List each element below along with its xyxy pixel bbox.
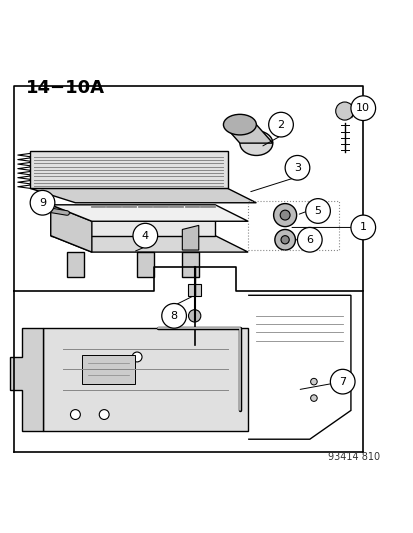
Polygon shape <box>51 205 247 221</box>
Polygon shape <box>67 252 83 277</box>
Bar <box>247 201 338 250</box>
Polygon shape <box>182 225 198 250</box>
Circle shape <box>350 215 375 240</box>
Circle shape <box>30 190 55 215</box>
Text: 6: 6 <box>306 235 313 245</box>
Text: 7: 7 <box>338 377 345 386</box>
Polygon shape <box>9 328 43 431</box>
Polygon shape <box>51 205 215 236</box>
Text: 3: 3 <box>293 163 300 173</box>
Polygon shape <box>30 188 256 203</box>
Circle shape <box>268 112 293 137</box>
Circle shape <box>330 369 354 394</box>
Circle shape <box>310 395 316 401</box>
Polygon shape <box>30 151 227 188</box>
Text: 5: 5 <box>314 206 321 216</box>
Text: 4: 4 <box>141 231 149 241</box>
Text: 14−10A: 14−10A <box>26 79 105 98</box>
FancyBboxPatch shape <box>187 284 200 296</box>
Circle shape <box>188 310 200 322</box>
Circle shape <box>285 156 309 180</box>
Text: 10: 10 <box>356 103 369 113</box>
Polygon shape <box>223 125 272 143</box>
Circle shape <box>280 210 290 220</box>
Polygon shape <box>43 328 247 431</box>
Ellipse shape <box>239 131 272 156</box>
Text: 8: 8 <box>170 311 177 321</box>
Circle shape <box>99 409 109 419</box>
Circle shape <box>161 303 186 328</box>
FancyBboxPatch shape <box>81 355 135 384</box>
Circle shape <box>132 352 142 362</box>
Circle shape <box>310 378 316 385</box>
Circle shape <box>335 102 353 120</box>
Circle shape <box>273 204 296 227</box>
Polygon shape <box>51 236 247 252</box>
Polygon shape <box>51 205 92 252</box>
Circle shape <box>70 409 80 419</box>
Circle shape <box>133 223 157 248</box>
Circle shape <box>280 236 289 244</box>
Circle shape <box>305 199 330 223</box>
Circle shape <box>297 228 321 252</box>
Ellipse shape <box>223 115 256 135</box>
Text: 2: 2 <box>277 119 284 130</box>
Text: 1: 1 <box>359 222 366 232</box>
Text: 93414 810: 93414 810 <box>327 452 379 462</box>
Polygon shape <box>182 252 198 277</box>
Text: 9: 9 <box>39 198 46 208</box>
Polygon shape <box>137 252 153 277</box>
Circle shape <box>274 230 295 250</box>
Circle shape <box>350 96 375 120</box>
